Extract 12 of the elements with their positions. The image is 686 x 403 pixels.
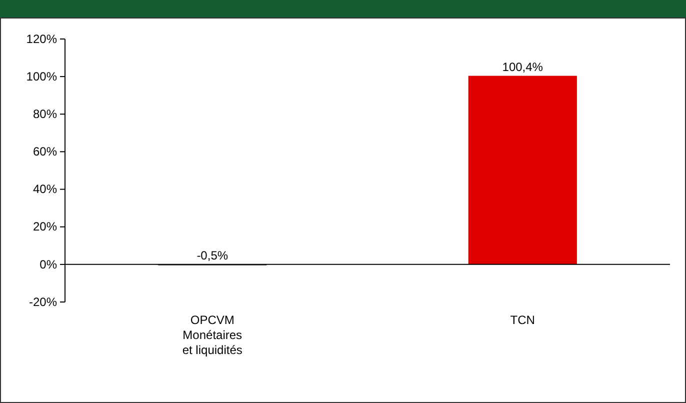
data-label: -0,5% (196, 248, 228, 262)
y-tick-label: 100% (26, 69, 58, 84)
y-tick-label: 0% (40, 257, 58, 272)
y-tick-label: 20% (32, 220, 58, 234)
x-tick-label: TCN (510, 313, 535, 327)
data-label: 100,4% (502, 60, 544, 74)
y-tick-label: 60% (32, 144, 58, 159)
y-tick-label: 80% (32, 106, 58, 121)
y-tick-label: 40% (32, 182, 58, 196)
y-tick-label: 120% (26, 32, 58, 46)
x-tick-label: OPCVM Monétaires et liquidités (182, 313, 242, 357)
y-tick-label: -20% (28, 294, 58, 309)
